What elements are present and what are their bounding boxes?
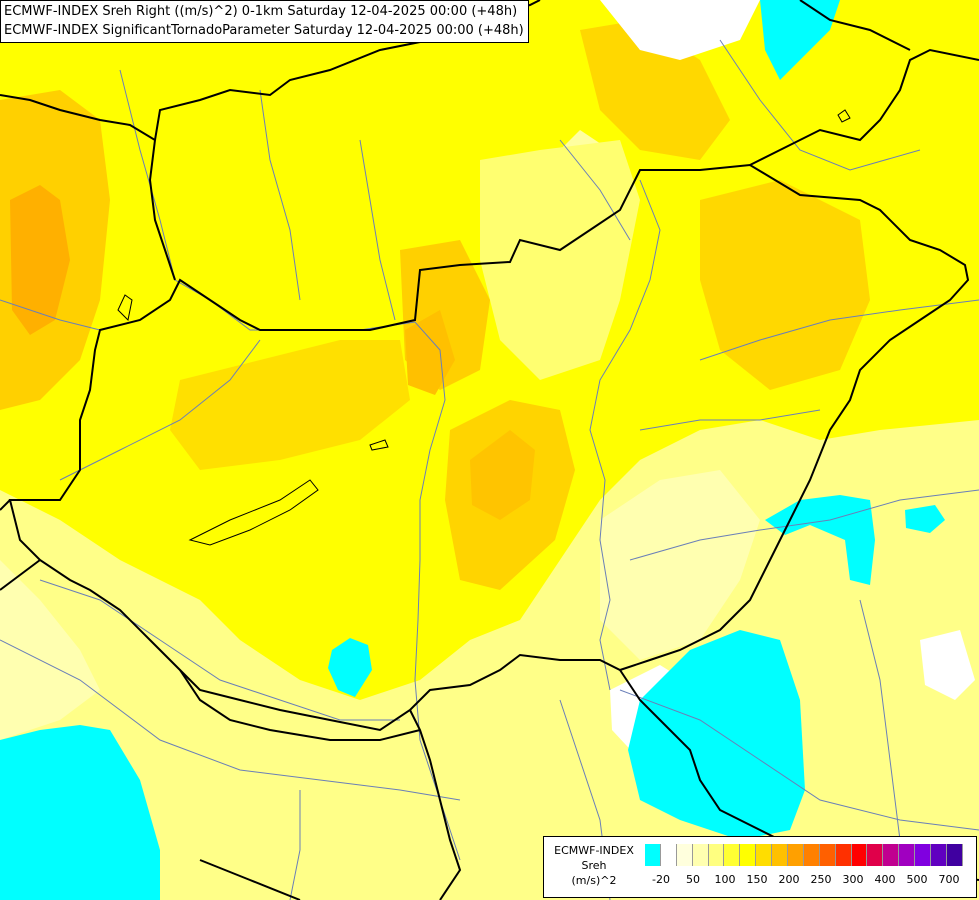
sreh-field-white-ne	[600, 0, 760, 60]
legend-swatch	[867, 844, 884, 866]
lake-neusiedl	[117, 294, 133, 322]
border-ukraine	[749, 48, 979, 166]
legend-swatch	[915, 844, 932, 866]
legend-swatch	[692, 844, 709, 866]
sreh-field-pale-top2	[480, 140, 640, 380]
legend-swatch	[788, 844, 804, 866]
sreh-field-cyan-north	[760, 0, 840, 80]
border-austria-czech	[0, 94, 176, 281]
legend-swatch	[724, 844, 741, 866]
legend-tick-label: 100	[714, 873, 736, 886]
legend-ticks: -20 50 100 150 200 250 300 400 500 700	[645, 873, 970, 889]
legend-swatch	[676, 844, 693, 866]
river-tisza	[589, 179, 661, 691]
map-title-box: ECMWF-INDEX Sreh Right ((m/s)^2) 0-1km S…	[0, 0, 529, 43]
river-danube-lower	[619, 689, 979, 831]
sreh-field-lighter	[0, 470, 760, 740]
border-slovenia	[0, 499, 41, 591]
legend-tick-label: -20	[652, 873, 670, 886]
legend-title-variable: Sreh	[581, 859, 607, 872]
river-drava	[39, 579, 400, 721]
river-bosna	[289, 790, 301, 900]
legend-tick-label: 50	[686, 873, 700, 886]
sreh-field-orange-east	[700, 180, 870, 390]
legend-tick-label: 250	[810, 873, 832, 886]
legend-swatch	[883, 844, 900, 866]
legend-swatch	[946, 844, 963, 866]
border-croatia-bosnia	[179, 669, 421, 741]
map-title-sreh: ECMWF-INDEX Sreh Right ((m/s)^2) 0-1km S…	[4, 4, 518, 19]
legend-swatch	[772, 844, 789, 866]
legend-swatch	[899, 844, 916, 866]
sreh-field-orange-south-core	[470, 430, 535, 520]
sreh-field-orange-west-core	[10, 185, 70, 335]
legend-swatch	[645, 844, 661, 866]
legend-swatches	[645, 844, 963, 866]
river-olt	[859, 599, 901, 841]
lake-velence	[369, 439, 389, 451]
lakes	[117, 109, 851, 546]
sreh-field-cyan-east-dot	[905, 505, 945, 533]
river-somes	[699, 299, 979, 361]
legend-tick-label: 500	[906, 873, 928, 886]
legend-swatch	[660, 844, 677, 866]
sreh-field-cyan-southwest	[0, 725, 160, 900]
river-kris	[639, 409, 821, 431]
legend-swatch	[835, 844, 852, 866]
legend-swatch	[819, 844, 836, 866]
sreh-field-white-e	[920, 630, 975, 700]
sreh-field-cyan-southeast	[628, 630, 805, 840]
border-bosnia-montenegro	[199, 859, 301, 900]
map-title-stp: ECMWF-INDEX SignificantTornadoParameter …	[4, 23, 524, 38]
legend-tick-label: 400	[874, 873, 896, 886]
sreh-field-cyan-east	[765, 495, 875, 585]
lake-north-east	[837, 109, 851, 123]
legend-title-model: ECMWF-INDEX	[554, 844, 634, 857]
river-hron	[359, 139, 396, 321]
legend-swatch	[931, 844, 947, 866]
color-legend: ECMWF-INDEX Sreh (m/s)^2 -20 50 100 150 200 2…	[543, 836, 977, 898]
river-raba	[59, 339, 261, 481]
river-east-upper	[719, 39, 921, 171]
legend-swatch	[756, 844, 773, 866]
sreh-field-orange-band	[170, 340, 410, 470]
legend-tick-label: 150	[746, 873, 768, 886]
river-mures	[629, 489, 979, 561]
legend-swatch	[740, 844, 757, 866]
legend-tick-label: 300	[842, 873, 864, 886]
lake-balaton	[188, 479, 319, 546]
river-west	[0, 299, 101, 331]
legend-tick-label: 200	[778, 873, 800, 886]
legend-tick-label: 700	[938, 873, 960, 886]
legend-swatch	[708, 844, 725, 866]
legend-swatch	[803, 844, 820, 866]
legend-swatch	[851, 844, 868, 866]
sreh-field-cyan-center	[328, 638, 372, 697]
legend-title-unit: (m/s)^2	[571, 874, 617, 887]
river-sava	[0, 639, 461, 801]
river-vah	[259, 89, 301, 301]
river-sajo	[559, 139, 631, 241]
border-romania-ukraine-north	[799, 0, 911, 51]
legend-title: ECMWF-INDEX Sreh (m/s)^2	[544, 843, 644, 888]
